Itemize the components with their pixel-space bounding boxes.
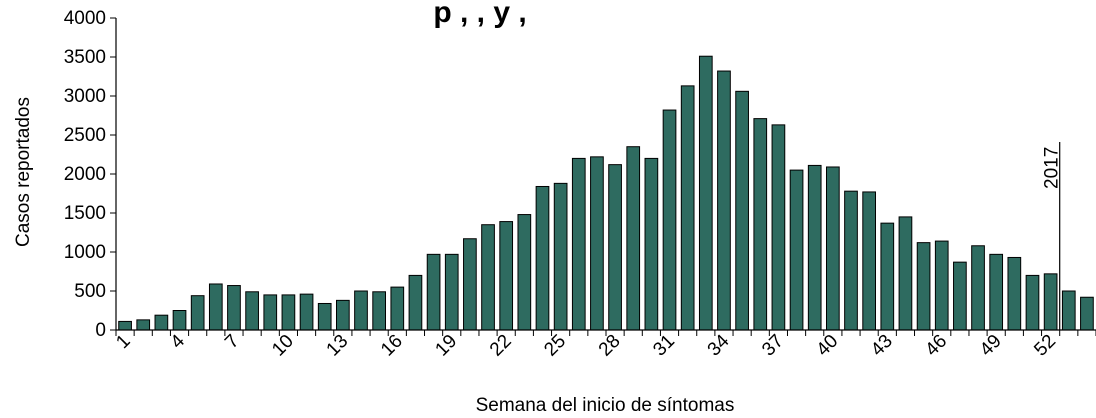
bar-week-54 (1080, 296, 1094, 331)
x-tick-label: 46 (921, 331, 951, 361)
bar-week-15 (372, 291, 386, 331)
y-axis-ticks: 0 500 1000 1500 2000 2500 3000 3500 4000 (64, 8, 116, 341)
bar-week-40 (826, 166, 840, 331)
bar-week-45 (916, 242, 931, 331)
bar-week-42 (862, 191, 877, 331)
bar-week-18 (426, 253, 441, 331)
bar-week-33 (698, 55, 713, 331)
bar-week-49 (989, 253, 1004, 331)
bar-week-26 (571, 157, 586, 331)
y-tick-label: 2500 (64, 125, 106, 146)
bar-week-2 (136, 319, 151, 331)
x-tick-label: 16 (377, 331, 407, 361)
bar-week-3 (154, 314, 169, 331)
x-tick-label: 25 (540, 331, 570, 361)
bar-week-43 (880, 222, 895, 331)
bar-week-52 (1043, 273, 1058, 331)
x-tick-label: 1 (112, 331, 134, 353)
bar-week-35 (735, 90, 749, 331)
axes (115, 18, 1096, 331)
y-tick-label: 3000 (64, 86, 106, 107)
bar-week-39 (807, 164, 822, 331)
bar-week-38 (789, 169, 804, 331)
bar-week-44 (898, 216, 913, 331)
bar-week-53 (1061, 290, 1076, 331)
bar-week-8 (245, 291, 259, 331)
bar-week-51 (1025, 274, 1040, 331)
bar-week-34 (717, 70, 731, 331)
x-tick-label: 37 (758, 331, 788, 361)
y-tick-label: 1500 (64, 203, 106, 224)
y-tick-label: 0 (95, 320, 106, 341)
bar-week-9 (263, 294, 278, 331)
bar-week-21 (481, 224, 495, 331)
chart-title: p , , y , (433, 0, 526, 29)
bar-week-50 (1007, 256, 1022, 331)
x-tick-label: 31 (649, 331, 679, 361)
bar-week-32 (680, 85, 695, 331)
x-tick-label: 28 (595, 331, 625, 361)
x-tick-label: 22 (486, 331, 516, 361)
x-tick-label: 52 (1030, 331, 1060, 361)
bar-week-28 (608, 164, 622, 331)
bar-week-47 (953, 261, 967, 331)
bar-week-7 (227, 285, 241, 331)
x-tick-label: 40 (813, 331, 843, 361)
year-label: 2017 (1042, 147, 1063, 189)
bar-week-30 (644, 157, 659, 331)
bar-week-17 (408, 274, 423, 331)
bar-week-37 (771, 124, 786, 331)
annotation: 2017 (1042, 142, 1063, 330)
y-tick-label: 500 (74, 281, 106, 302)
bar-week-31 (662, 109, 677, 331)
x-tick-label: 19 (431, 331, 461, 361)
bar-week-1 (118, 320, 132, 331)
y-tick-label: 2000 (64, 164, 106, 185)
x-tick-label: 4 (167, 330, 190, 353)
x-tick-label: 43 (867, 331, 897, 361)
bar-week-16 (390, 286, 405, 331)
bar-week-12 (317, 302, 332, 331)
bar-week-13 (336, 299, 350, 331)
bar-week-24 (535, 185, 550, 331)
bar-week-10 (281, 294, 296, 331)
y-tick-label: 1000 (64, 242, 106, 263)
bar-week-29 (626, 146, 641, 331)
bar-week-41 (844, 190, 858, 331)
bar-week-4 (172, 310, 187, 331)
bar-week-23 (517, 214, 532, 331)
bar-week-14 (354, 290, 368, 331)
y-axis-title: Casos reportados (13, 97, 34, 247)
x-tick-label: 7 (221, 331, 243, 353)
x-axis-ticks: 1 4 7 10 13 16 19 22 25 28 31 34 37 40 43 46 49 52 (112, 330, 1096, 360)
bar-week-19 (444, 253, 459, 331)
bar-week-20 (463, 238, 477, 331)
x-tick-label: 10 (268, 331, 298, 361)
y-tick-label: 4000 (64, 8, 106, 29)
bar-week-5 (190, 295, 205, 331)
x-tick-label: 34 (704, 330, 734, 360)
x-tick-label: 13 (323, 331, 353, 361)
bar-week-6 (208, 283, 223, 331)
x-axis-title: Semana del inicio de síntomas (476, 395, 735, 416)
x-tick-label: 49 (976, 331, 1006, 361)
bar-week-25 (553, 182, 568, 331)
bars (118, 55, 1094, 331)
y-tick-label: 3500 (64, 47, 106, 68)
bar-week-22 (499, 221, 514, 331)
bar-week-11 (299, 293, 314, 331)
bar-week-48 (971, 245, 985, 331)
bar-week-27 (590, 156, 604, 331)
bar-week-36 (753, 118, 768, 331)
bar-week-46 (934, 240, 949, 331)
